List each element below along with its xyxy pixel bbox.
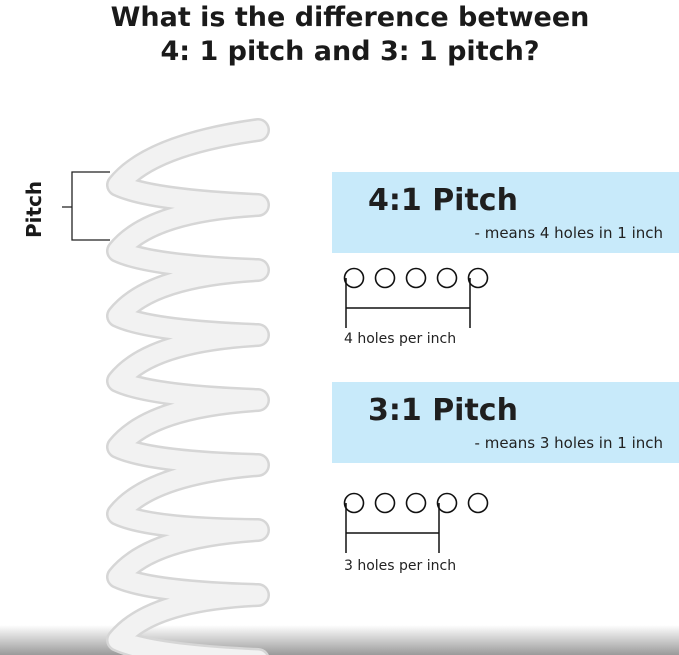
pitch-3-1-subtitle: - means 3 holes in 1 inch [474, 434, 663, 452]
title-line-2: 4: 1 pitch and 3: 1 pitch? [160, 36, 540, 67]
hole [405, 267, 427, 289]
hole [343, 492, 365, 514]
pitch-4-1-caption: 4 holes per inch [344, 331, 457, 347]
title-line-1: What is the difference between [110, 2, 590, 33]
hole [467, 492, 489, 514]
pitch-4-1-subtitle: - means 4 holes in 1 inch [474, 224, 663, 242]
floor-shadow [0, 625, 679, 655]
pitch-4-1-box: 4:1 Pitch - means 4 holes in 1 inch [332, 172, 679, 253]
hole [467, 267, 489, 289]
holes-diagram-4-1 [343, 267, 489, 328]
hole [436, 267, 458, 289]
hole [436, 492, 458, 514]
pitch-4-1-heading: 4:1 Pitch [368, 183, 518, 218]
hole [374, 492, 396, 514]
coil-body [108, 120, 268, 655]
hole [343, 267, 365, 289]
pitch-label: Pitch [22, 180, 46, 238]
pitch-3-1-box: 3:1 Pitch - means 3 holes in 1 inch [332, 382, 679, 463]
pitch-3-1-caption: 3 holes per inch [344, 558, 457, 574]
holes-diagram-3-1 [343, 492, 489, 553]
coil-spring [106, 118, 270, 655]
pitch-bracket [62, 171, 110, 241]
hole [374, 267, 396, 289]
hole [405, 492, 427, 514]
pitch-3-1-heading: 3:1 Pitch [368, 393, 518, 428]
